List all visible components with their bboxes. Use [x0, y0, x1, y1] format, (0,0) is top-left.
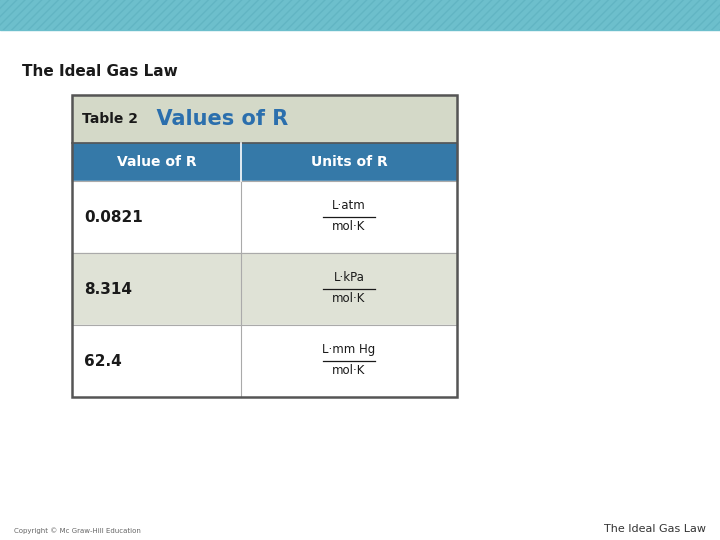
Text: L·mm Hg: L·mm Hg [323, 343, 376, 356]
Text: L·kPa: L·kPa [333, 271, 364, 284]
Text: The Ideal Gas Law: The Ideal Gas Law [604, 524, 706, 534]
Text: mol·K: mol·K [333, 292, 366, 305]
Text: L·atm: L·atm [332, 199, 366, 212]
Text: Value of R: Value of R [117, 155, 197, 169]
Bar [72, 95, 457, 397]
Bar [0, 0, 720, 30]
Text: 8.314: 8.314 [84, 281, 132, 296]
Text: The Ideal Gas Law: The Ideal Gas Law [22, 64, 178, 79]
Text: 62.4: 62.4 [84, 354, 122, 368]
Bar [72, 143, 457, 181]
Bar [72, 181, 457, 253]
Text: Values of R: Values of R [142, 109, 288, 129]
Bar [72, 253, 457, 325]
Bar [72, 325, 457, 397]
Text: Table 2: Table 2 [82, 112, 138, 126]
Bar [72, 95, 457, 143]
Text: mol·K: mol·K [333, 220, 366, 233]
Bar [0, 0, 720, 30]
Text: 0.0821: 0.0821 [84, 210, 143, 225]
Text: Copyright © Mc Graw-Hill Education: Copyright © Mc Graw-Hill Education [14, 528, 141, 534]
Text: mol·K: mol·K [333, 364, 366, 377]
Text: Units of R: Units of R [310, 155, 387, 169]
